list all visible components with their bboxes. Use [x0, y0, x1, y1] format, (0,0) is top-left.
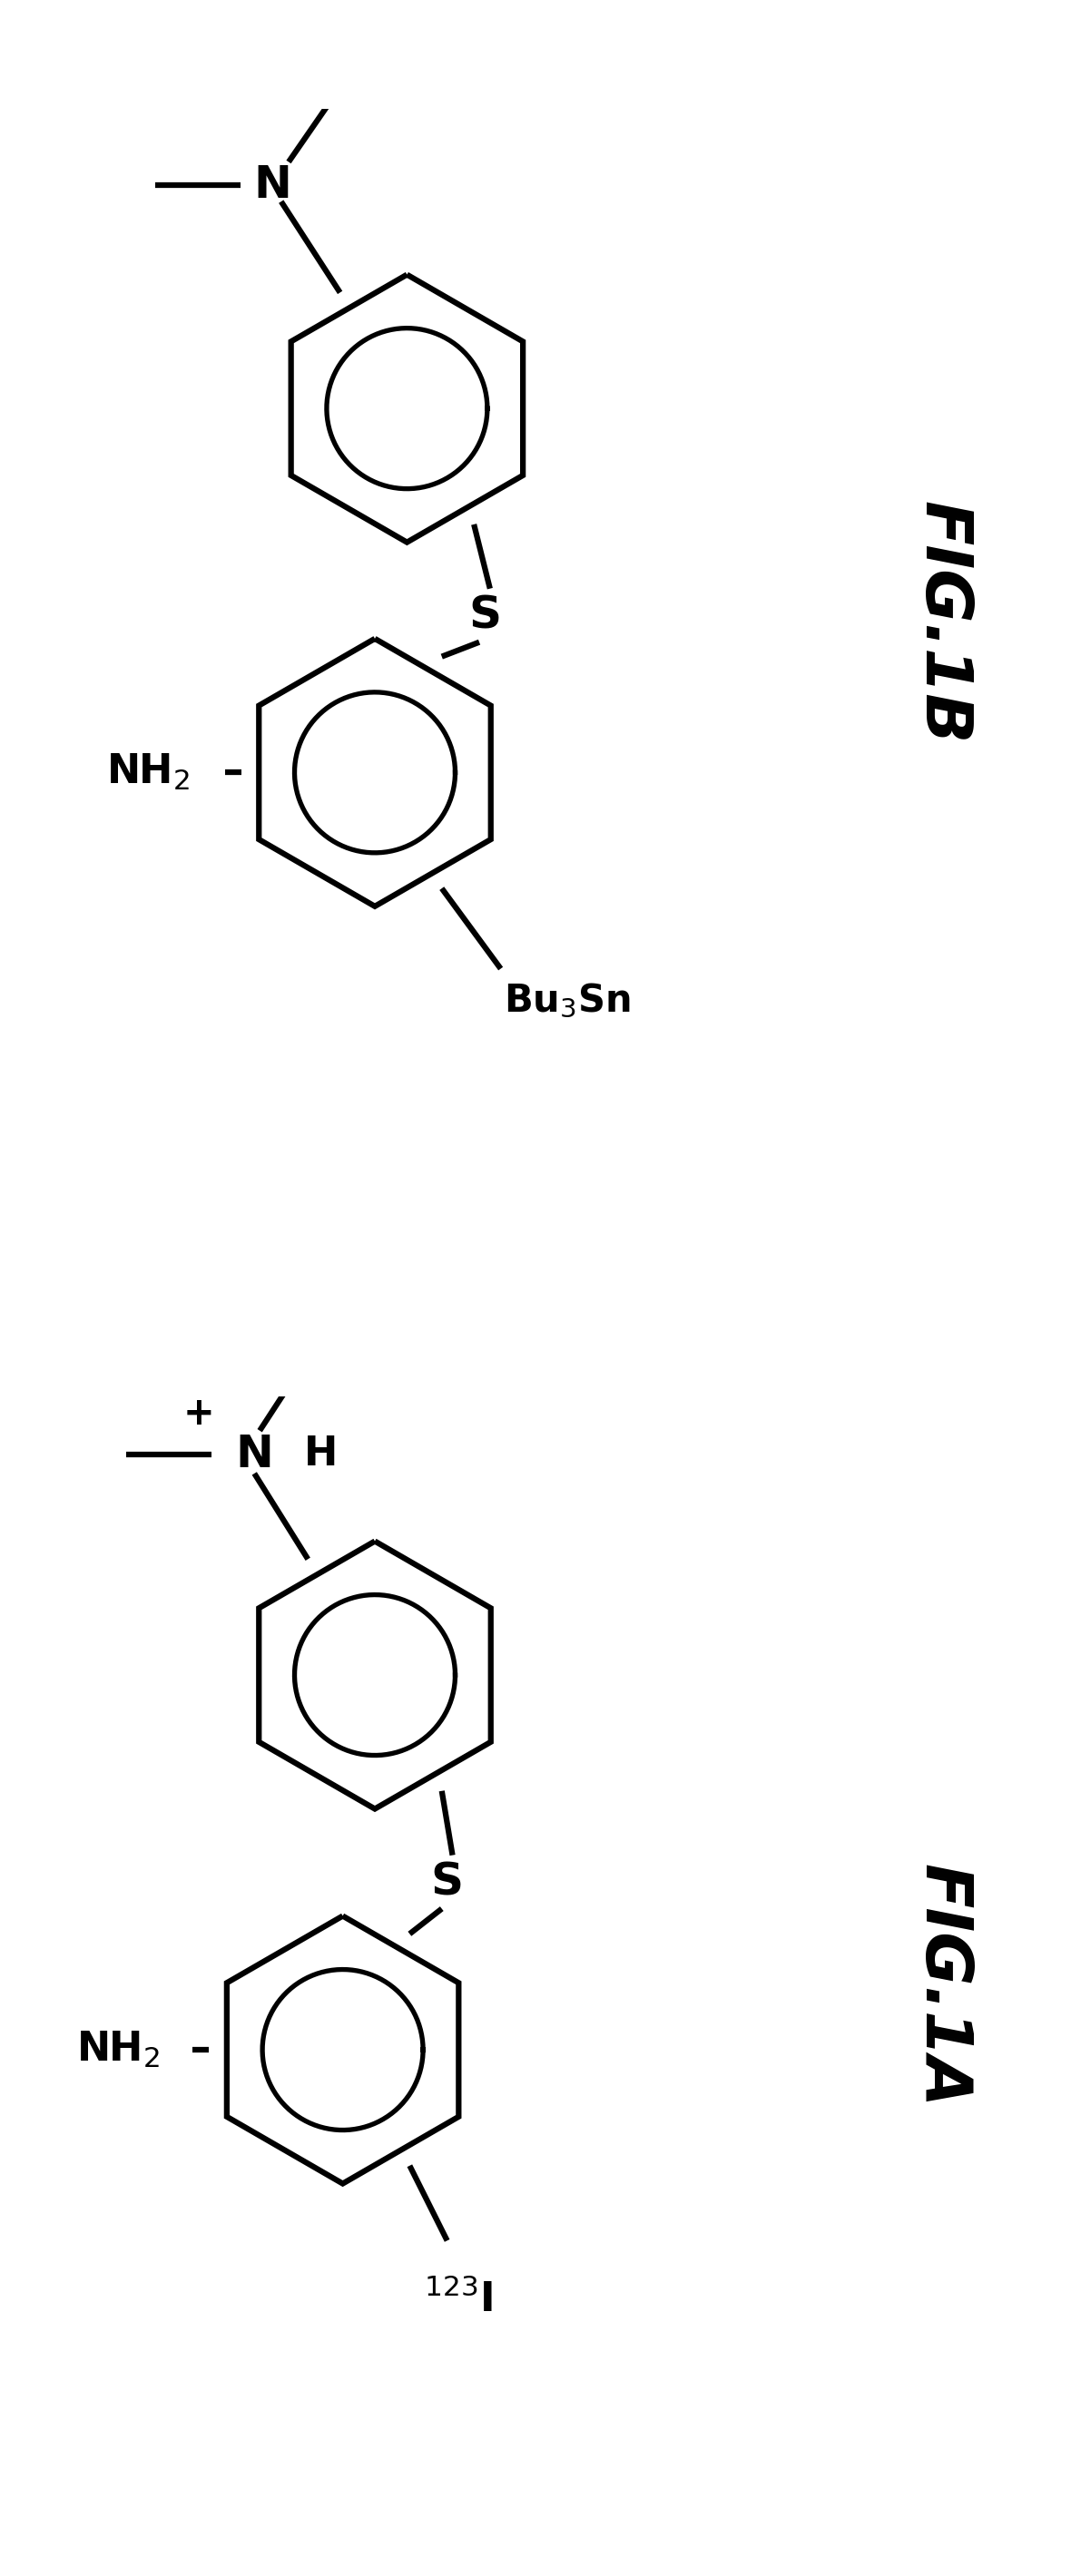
Text: N: N — [236, 1432, 273, 1476]
Text: NH$_2$: NH$_2$ — [106, 752, 190, 793]
Text: NH$_2$: NH$_2$ — [76, 2030, 160, 2071]
Text: H: H — [304, 1435, 337, 1473]
Text: N: N — [254, 165, 291, 206]
Text: Bu$_3$Sn: Bu$_3$Sn — [503, 981, 631, 1020]
Text: FIG.1B: FIG.1B — [911, 500, 974, 744]
Text: $^{123}$I: $^{123}$I — [423, 2280, 493, 2321]
Text: FIG.1A: FIG.1A — [911, 1862, 974, 2107]
Text: S: S — [468, 592, 501, 636]
Text: +: + — [183, 1394, 214, 1432]
Text: S: S — [431, 1860, 464, 1904]
